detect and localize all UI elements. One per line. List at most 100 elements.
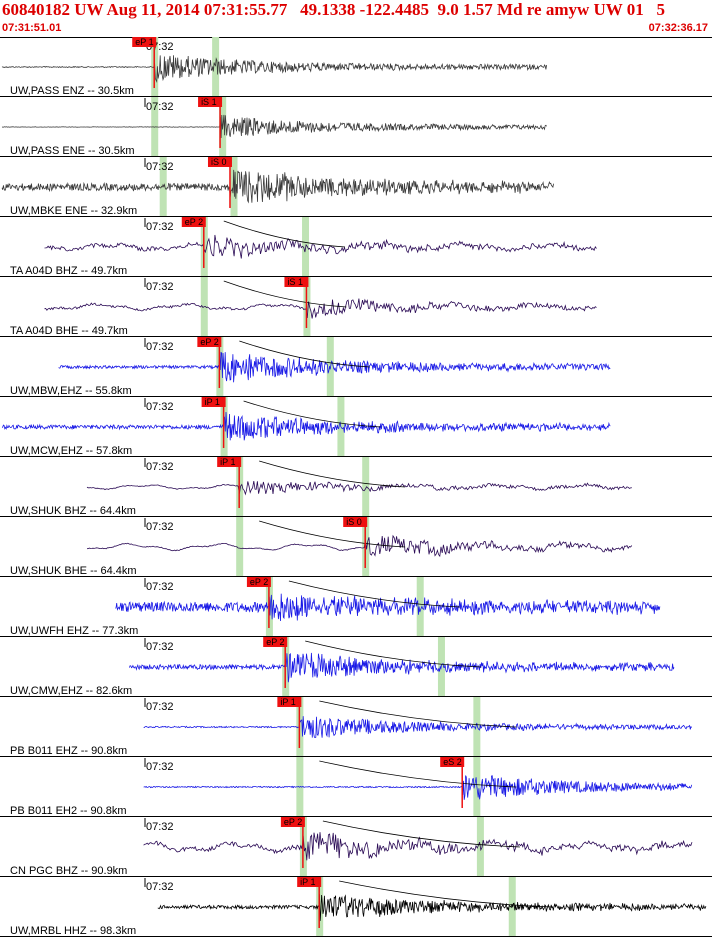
travel-time-curve [288, 580, 460, 608]
s-arrival-band [416, 577, 424, 637]
travel-time-curve [259, 520, 406, 548]
phase-pick-label: eP 1 [135, 37, 153, 47]
trace-row[interactable]: 07:32 eP 2 UW,UWFH EHZ -- 77.3km [0, 577, 712, 637]
travel-time-curve [322, 820, 520, 848]
station-label: UW,SHUK BHE -- 64.4km [10, 565, 137, 577]
phase-pick-label: eP 2 [284, 817, 302, 827]
station-label: UW,MBW,EHZ -- 55.8km [10, 385, 132, 397]
trace-row[interactable]: 07:32 eP 2 CN PGC BHZ -- 90.9km [0, 817, 712, 877]
waveform-trace [1, 169, 554, 204]
time-tick-label: 07:32 [146, 161, 174, 173]
time-tick-label: 07:32 [146, 401, 174, 413]
waveform-trace [143, 832, 693, 861]
travel-time-curve [259, 460, 406, 488]
phase-pick-flag[interactable] [246, 577, 271, 587]
station-label: UW,SHUK BHZ -- 64.4km [10, 505, 136, 517]
waveform-trace [143, 716, 693, 738]
phase-pick-flag[interactable] [297, 877, 322, 887]
waveform-trace [1, 114, 547, 139]
phase-pick-flag[interactable] [197, 337, 222, 347]
phase-pick-flag[interactable] [201, 397, 226, 407]
trace-row[interactable]: 07:32 iP 1 UW,SHUK BHZ -- 64.4km [0, 457, 712, 517]
waveform-trace [129, 652, 675, 683]
window-end-time: 07:32:36.17 [648, 22, 708, 34]
trace-row[interactable]: 07:32 eS 2 PB B011 EH2 -- 90.8km [0, 757, 712, 817]
waveform-trace [143, 775, 693, 800]
station-label: TA A04D BHZ -- 49.7km [10, 265, 127, 277]
station-label: UW,MBKE ENE -- 32.9km [10, 205, 137, 217]
time-tick-label: 07:32 [146, 281, 174, 293]
travel-time-curve [239, 340, 370, 368]
travel-time-curve [223, 220, 346, 248]
travel-time-curve [305, 640, 481, 668]
phase-pick-flag[interactable] [217, 457, 242, 467]
trace-row[interactable]: 07:32 iP 1 PB B011 EHZ -- 90.8km [0, 697, 712, 757]
phase-pick-label: eS 2 [443, 757, 462, 767]
time-tick-label: 07:32 [146, 461, 174, 473]
phase-pick-label: iP 1 [280, 697, 295, 707]
trace-row[interactable]: 07:32 iS 0 UW,SHUK BHE -- 64.4km [0, 517, 712, 577]
phase-pick-label: iP 1 [205, 397, 220, 407]
phase-pick-flag[interactable] [440, 757, 465, 767]
time-tick-label: 07:32 [146, 701, 174, 713]
waveform-trace [115, 593, 661, 622]
trace-row[interactable]: 07:32 iS 0 UW,MBKE ENE -- 32.9km [0, 157, 712, 217]
phase-pick-label: iS 1 [201, 97, 217, 107]
station-label: PB B011 EH2 -- 90.8km [10, 805, 127, 817]
station-label: UW,UWFH EHZ -- 77.3km [10, 625, 138, 637]
phase-pick-label: eP 2 [266, 637, 284, 647]
waveform-trace [58, 351, 611, 383]
travel-time-curve [243, 400, 381, 428]
waveform-trace [1, 411, 611, 441]
time-tick-label: 07:32 [146, 521, 174, 533]
station-label: UW,PASS ENZ -- 30.5km [10, 85, 134, 97]
station-label: TA A04D BHE -- 49.7km [10, 325, 128, 337]
waveform-trace [157, 894, 707, 921]
s-arrival-band [473, 697, 481, 757]
travel-time-curve [223, 280, 347, 308]
phase-pick-flag[interactable] [198, 97, 223, 107]
phase-pick-label: eP 2 [250, 577, 268, 587]
phase-pick-label: iS 0 [211, 157, 227, 167]
trace-row[interactable]: 07:32 eP 2 TA A04D BHZ -- 49.7km [0, 217, 712, 277]
trace-row[interactable]: 07:32 iP 1 UW,MCW,EHZ -- 57.8km [0, 397, 712, 457]
station-label: PB B011 EHZ -- 90.8km [10, 745, 127, 757]
phase-pick-flag[interactable] [343, 517, 368, 527]
phase-pick-label: eP 2 [185, 217, 203, 227]
phase-pick-flag[interactable] [132, 37, 157, 47]
phase-pick-flag[interactable] [263, 637, 288, 647]
window-start-time: 07:31:51.01 [2, 22, 62, 34]
event-title: 60840182 UW Aug 11, 2014 07:31:55.77 49.… [2, 0, 665, 19]
trace-row[interactable]: 07:32 iS 1 UW,PASS ENE -- 30.5km [0, 97, 712, 157]
trace-row[interactable]: 07:32 eP 2 UW,CMW,EHZ -- 82.6km [0, 637, 712, 697]
station-label: UW,MRBL HHZ -- 98.3km [10, 925, 136, 937]
seismogram-panel[interactable]: 07:32 eP 1 UW,PASS ENZ -- 30.5km 07:32 iS 1 U… [0, 37, 712, 938]
phase-pick-flag[interactable] [181, 217, 206, 227]
time-tick-label: 07:32 [146, 881, 174, 893]
time-tick-label: 07:32 [146, 101, 174, 113]
station-label: UW,PASS ENE -- 30.5km [10, 145, 135, 157]
s-arrival-band [362, 457, 370, 517]
p-arrival-band [236, 517, 244, 577]
phase-pick-flag[interactable] [207, 157, 232, 167]
phase-pick-flag[interactable] [280, 817, 305, 827]
phase-pick-flag[interactable] [277, 697, 302, 707]
trace-row[interactable]: 07:32 iS 1 TA A04D BHE -- 49.7km [0, 277, 712, 337]
phase-pick-flag[interactable] [284, 277, 309, 287]
time-tick-label: 07:32 [146, 341, 174, 353]
station-label: UW,MCW,EHZ -- 57.8km [10, 445, 132, 457]
trace-row[interactable]: 07:32 eP 2 UW,MBW,EHZ -- 55.8km [0, 337, 712, 397]
s-arrival-band [212, 37, 220, 97]
time-tick-label: 07:32 [146, 581, 174, 593]
waveform-trace [44, 234, 597, 259]
record-header: 60840182 UW Aug 11, 2014 07:31:55.77 49.… [0, 0, 712, 38]
travel-time-curve [339, 880, 552, 908]
phase-pick-label: iP 1 [300, 877, 315, 887]
time-tick-label: 07:32 [146, 821, 174, 833]
time-tick-label: 07:32 [146, 761, 174, 773]
trace-row[interactable]: 07:32 iP 1 UW,MRBL HHZ -- 98.3km [0, 877, 712, 937]
time-tick-label: 07:32 [146, 221, 174, 233]
waveform-trace [86, 534, 633, 558]
p-arrival-band [159, 157, 167, 217]
